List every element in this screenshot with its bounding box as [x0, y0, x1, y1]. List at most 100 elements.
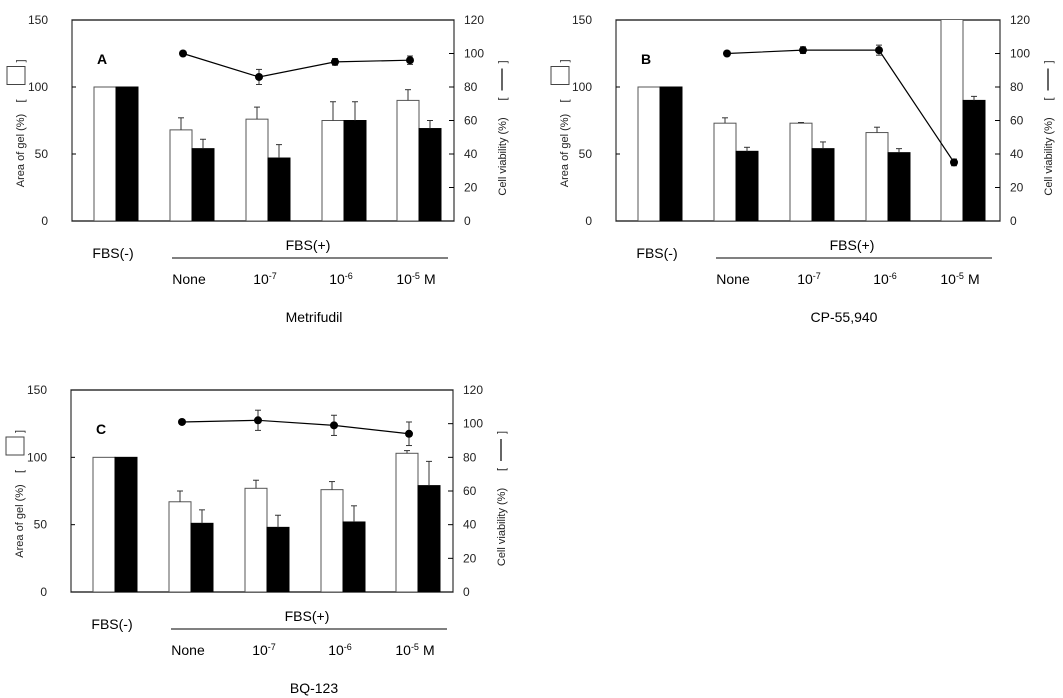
right-axis-title: Cell viability (%) []: [1043, 60, 1055, 195]
filled-bar: [418, 128, 442, 221]
category-exponent: -5: [956, 271, 964, 281]
bracket-open: [: [14, 470, 26, 473]
viability-line: [182, 52, 411, 78]
right-tick-label: 80: [1010, 80, 1024, 94]
left-tick-label: 50: [579, 147, 593, 161]
right-axis-title-text: Cell viability (%): [496, 488, 508, 566]
open-bar: [245, 118, 269, 221]
open-bar: [637, 86, 661, 221]
filled-bar: [342, 521, 366, 592]
viability-point: [875, 46, 883, 55]
panel-letter: C: [96, 421, 106, 437]
open-box-legend-icon: [550, 66, 570, 85]
right-tick-label: 80: [464, 80, 478, 94]
right-axis-title-text: Cell viability (%): [497, 117, 509, 195]
panel-c: 0 50 100 150 0 20 40 60 80 100 120 C FBS(-) FBS(+) Non…: [5, 383, 508, 696]
right-tick-label: 100: [1010, 47, 1030, 61]
left-axis-title: Area of gel (%) []: [5, 430, 26, 558]
right-axis-title-text: Cell viability (%): [1043, 117, 1055, 195]
viability-point: [255, 72, 263, 81]
viability-point: [254, 416, 262, 425]
right-tick-label: 120: [1010, 13, 1030, 27]
right-tick-label: 100: [463, 417, 483, 431]
left-axis-title-text: Area of gel (%): [14, 484, 26, 557]
open-bar: [321, 120, 345, 221]
open-bar: [789, 122, 813, 221]
open-bar: [168, 501, 192, 592]
bars: [93, 86, 442, 221]
category-label: 10-5 M: [396, 271, 435, 287]
fbs-plus-label: FBS(+): [286, 237, 331, 253]
filled-bar: [190, 522, 214, 592]
panel-b: 0 50 100 150 0 20 40 60 80 100 120 B FBS(-) FBS(+) Non…: [550, 13, 1055, 325]
filled-bar: [962, 99, 986, 221]
right-tick-label: 120: [463, 383, 483, 397]
compound-title: CP-55,940: [811, 309, 878, 325]
category-exponent: -7: [813, 271, 821, 281]
viability-line: [726, 49, 955, 163]
viability-line: [181, 419, 410, 435]
left-tick-label: 50: [35, 147, 49, 161]
open-bar: [244, 487, 268, 592]
open-bar: [93, 86, 117, 221]
left-axis-title-text: Area of gel (%): [15, 114, 27, 187]
right-tick-label: 60: [1010, 114, 1024, 128]
category-label: None: [171, 642, 205, 658]
left-tick-label: 0: [40, 585, 47, 599]
open-bar: [396, 99, 420, 221]
left-axis-title-text: Area of gel (%): [559, 114, 571, 187]
category-label: None: [716, 271, 750, 287]
left-tick-label: 50: [34, 518, 48, 532]
open-bar: [92, 456, 116, 592]
left-tick-label: 150: [27, 383, 47, 397]
category-label: None: [172, 271, 206, 287]
bracket-close: ]: [559, 59, 571, 62]
category-label: 10-7: [252, 642, 276, 658]
right-tick-label: 0: [463, 585, 470, 599]
category-exponent: -5: [412, 271, 420, 281]
category-exponent: -7: [268, 642, 276, 652]
right-tick-label: 40: [464, 147, 478, 161]
left-tick-label: 0: [585, 214, 592, 228]
category-exponent: -6: [344, 642, 352, 652]
open-bar: [169, 129, 193, 221]
viability-point: [950, 158, 958, 167]
left-tick-label: 150: [572, 13, 592, 27]
bracket-close: ]: [14, 430, 26, 433]
unit-label: M: [968, 271, 980, 287]
viability-point: [406, 56, 414, 65]
bars: [637, 20, 986, 221]
bracket-close: ]: [1043, 60, 1055, 63]
right-tick-label: 20: [463, 551, 477, 565]
filled-bar: [735, 150, 759, 221]
bracket-close: ]: [15, 59, 27, 62]
open-bar: [320, 489, 344, 592]
right-axis-title: Cell viability (%) []: [496, 431, 508, 566]
right-tick-label: 100: [464, 47, 484, 61]
filled-bar: [114, 456, 138, 592]
category-exponent: -7: [269, 271, 277, 281]
bracket-open: [: [496, 468, 508, 471]
right-tick-label: 20: [464, 181, 478, 195]
unit-label: M: [423, 642, 435, 658]
filled-bar: [266, 526, 290, 592]
viability-point: [331, 57, 339, 66]
category-label: 10-7: [253, 271, 277, 287]
category-exponent: -5: [411, 642, 419, 652]
filled-bar: [115, 86, 139, 221]
left-axis-title: Area of gel (%) []: [6, 59, 27, 187]
fbs-plus-label: FBS(+): [285, 608, 330, 624]
open-box-legend-icon: [6, 66, 26, 85]
category-label: 10-6: [329, 271, 353, 287]
viability-point: [799, 46, 807, 55]
category-label: 10-5 M: [940, 271, 979, 287]
right-tick-label: 0: [1010, 214, 1017, 228]
bracket-open: [: [497, 97, 509, 100]
category-label: 10-7: [797, 271, 821, 287]
open-bar: [940, 20, 964, 221]
category-label: 10-6: [873, 271, 897, 287]
fbs-plus-label: FBS(+): [830, 237, 875, 253]
open-bar: [865, 132, 889, 221]
right-tick-label: 60: [463, 484, 477, 498]
